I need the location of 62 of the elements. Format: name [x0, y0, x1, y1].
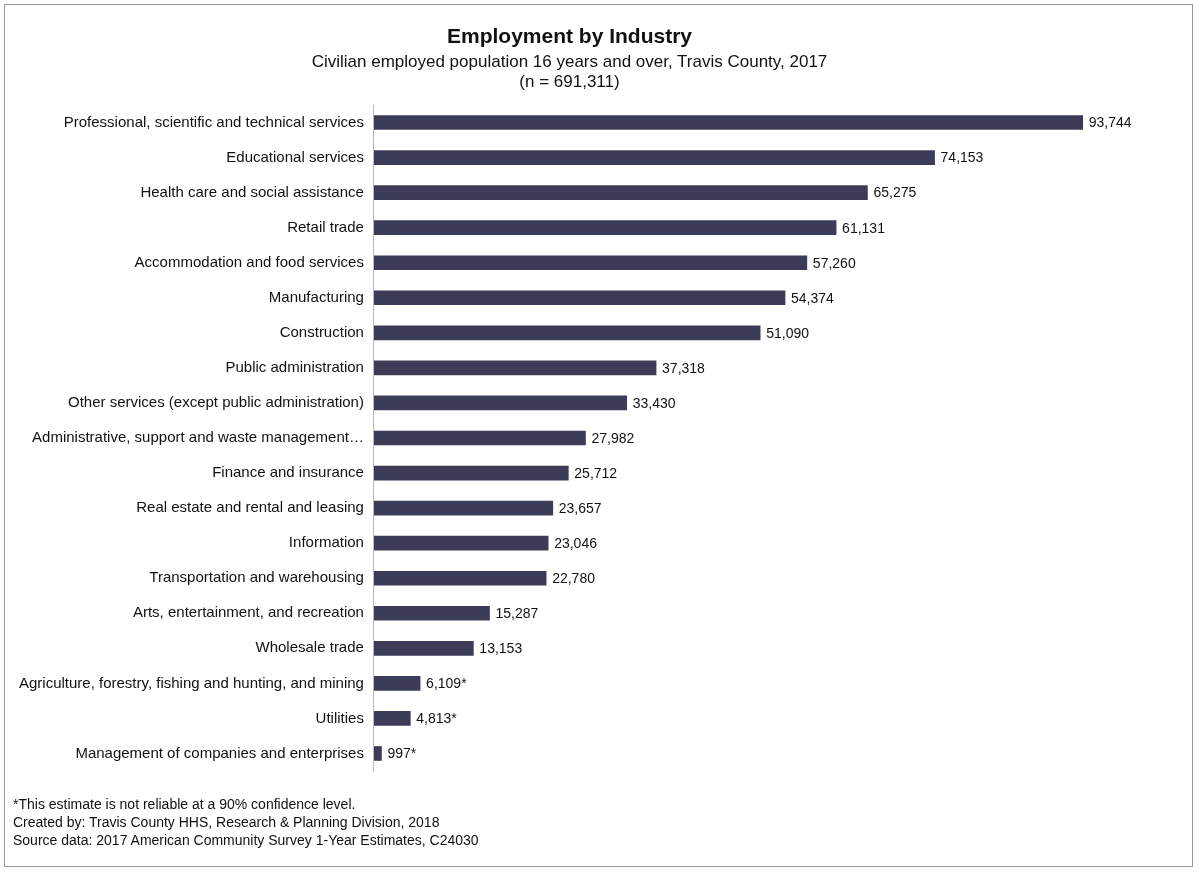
data-label: 23,657: [558, 499, 602, 516]
bar: [373, 711, 411, 726]
y-tick-label: Manufacturing: [268, 287, 364, 305]
y-tick-label: Accommodation and food services: [134, 252, 364, 270]
y-tick-label: Agriculture, forestry, fishing and hunting, and mining: [18, 673, 364, 691]
data-label: 33,430: [632, 394, 676, 411]
data-label: 54,374: [791, 289, 835, 306]
y-tick-label: Arts, entertainment, and recreation: [132, 603, 364, 621]
bar: [373, 255, 808, 271]
bar: [373, 605, 490, 621]
y-tick-label: Management of companies and enterprises: [75, 743, 364, 761]
y-tick-label: Utilities: [315, 708, 364, 726]
y-tick-label: Information: [288, 533, 364, 551]
y-tick-label: Public administration: [225, 358, 364, 376]
chart-subtitle: Civilian employed population 16 years and over, Travis County, 2017 (n = 691,311): [311, 52, 828, 92]
data-label: 997*: [387, 745, 417, 762]
bar: [373, 360, 657, 376]
data-label: 6,109*: [426, 675, 468, 692]
source-note: Source data: 2017 American Community Survey 1-Year Estimates, C24030: [13, 831, 479, 849]
data-label: 57,260: [812, 254, 856, 271]
bar: [373, 465, 569, 481]
y-tick-label: Finance and insurance: [212, 463, 364, 481]
data-label: 51,090: [766, 324, 810, 341]
bar: [373, 570, 547, 586]
y-tick-label: Wholesale trade: [255, 638, 364, 656]
data-label: 27,982: [591, 429, 635, 446]
bar: [373, 500, 554, 516]
data-label: 25,712: [574, 464, 618, 481]
bar: [373, 640, 474, 656]
bar: [373, 746, 382, 761]
data-label: 22,780: [552, 570, 596, 587]
bar: [373, 535, 549, 551]
data-label: 23,046: [554, 535, 598, 552]
y-tick-label: Transportation and warehousing: [149, 568, 364, 586]
data-label: 93,744: [1088, 114, 1132, 131]
y-tick-label: Professional, scientific and technical services: [63, 112, 364, 130]
y-tick-label: Educational services: [226, 147, 364, 165]
bar: [373, 395, 627, 411]
text: Created by: Travis County HHS, Research & Planning Division, 2018: [13, 813, 441, 831]
data-label: 37,318: [662, 359, 706, 376]
data-label: 4,813*: [416, 710, 458, 727]
bar: [373, 220, 837, 236]
data-label: 15,287: [495, 605, 539, 622]
text: *This estimate is not reliable at a 90% confidence level.: [13, 795, 357, 813]
bar: [373, 676, 421, 691]
bar: [373, 325, 761, 341]
data-label: 65,275: [873, 184, 917, 201]
bar: [373, 150, 935, 165]
y-tick-label: Real estate and rental and leasing: [136, 498, 364, 516]
data-label: 61,131: [842, 219, 886, 236]
bar: [373, 290, 786, 306]
data-label: 13,153: [479, 640, 523, 657]
bar: [373, 185, 868, 200]
y-tick-label: Health care and social assistance: [140, 182, 364, 200]
bar: [373, 430, 586, 446]
bar: [373, 115, 1084, 130]
y-tick-label: Construction: [279, 322, 364, 340]
y-tick-label: Retail trade: [287, 217, 364, 235]
chart-title: Employment by Industry: [446, 24, 693, 48]
y-tick-label: Administrative, support and waste management…: [32, 428, 364, 446]
data-label: 74,153: [940, 149, 984, 166]
y-tick-label: Other services (except public administration): [67, 393, 364, 411]
